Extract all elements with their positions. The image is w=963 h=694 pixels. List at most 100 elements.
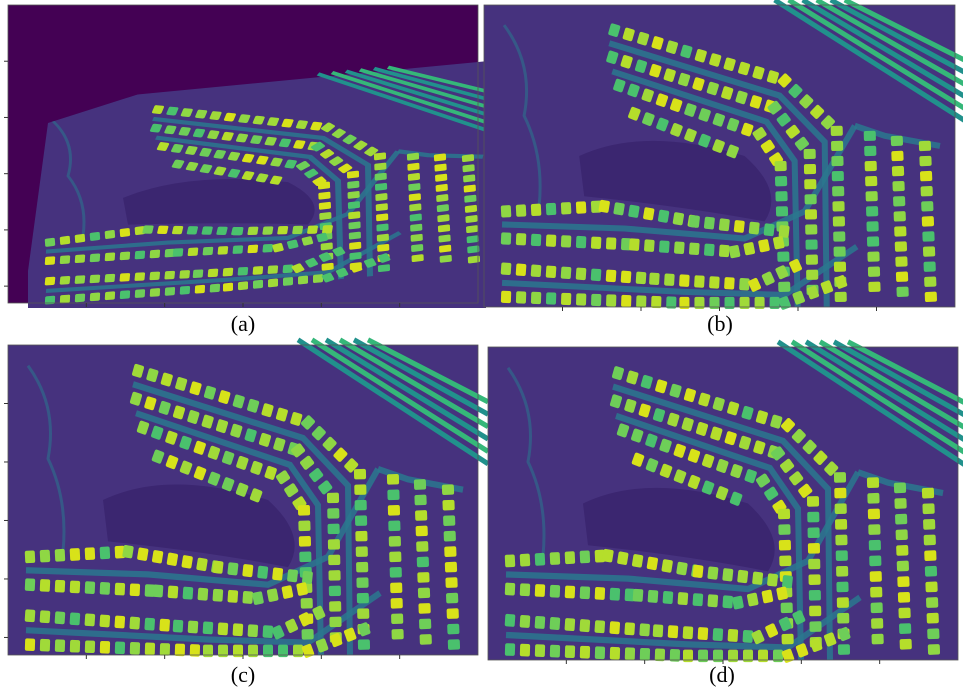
- house: [809, 606, 821, 617]
- house: [348, 191, 360, 199]
- house: [153, 584, 164, 597]
- house: [70, 612, 81, 625]
- house: [692, 565, 703, 579]
- house: [871, 634, 883, 645]
- house: [565, 645, 575, 658]
- house: [591, 294, 601, 306]
- house: [253, 266, 264, 275]
- house: [414, 495, 426, 506]
- house: [90, 232, 101, 241]
- house: [648, 590, 659, 603]
- house: [777, 251, 789, 261]
- house: [808, 527, 820, 538]
- house: [356, 546, 368, 557]
- house: [417, 572, 429, 583]
- image-panel: [4, 5, 508, 362]
- house: [328, 555, 340, 566]
- house: [354, 469, 366, 480]
- house: [775, 191, 787, 201]
- house: [728, 629, 739, 642]
- house: [782, 575, 793, 589]
- house: [752, 571, 763, 585]
- house: [85, 547, 96, 560]
- house: [376, 223, 388, 231]
- house: [446, 593, 458, 604]
- house: [659, 240, 670, 253]
- house: [144, 618, 155, 631]
- house: [238, 281, 248, 290]
- house: [157, 226, 169, 234]
- house: [411, 244, 423, 252]
- house: [864, 146, 876, 156]
- house: [389, 551, 401, 562]
- image-content: [488, 342, 963, 664]
- house: [919, 156, 931, 167]
- house: [896, 287, 908, 298]
- house: [925, 566, 937, 577]
- house: [208, 269, 219, 278]
- house: [677, 592, 688, 605]
- house: [546, 292, 556, 304]
- house: [897, 561, 909, 572]
- house: [546, 265, 557, 278]
- house: [580, 550, 591, 563]
- house: [232, 245, 243, 254]
- house: [580, 586, 591, 599]
- house: [349, 242, 361, 250]
- house: [606, 294, 616, 306]
- house: [576, 201, 587, 214]
- house: [591, 237, 602, 250]
- house: [391, 598, 403, 609]
- house: [348, 201, 360, 209]
- house: [893, 196, 905, 207]
- house: [550, 617, 561, 630]
- house: [664, 273, 675, 286]
- house: [719, 245, 730, 258]
- house: [922, 231, 934, 242]
- house: [287, 569, 298, 582]
- house: [694, 275, 705, 288]
- house: [135, 289, 145, 298]
- house: [390, 567, 402, 578]
- house: [319, 202, 331, 210]
- house: [376, 213, 388, 221]
- house: [233, 623, 244, 636]
- house: [119, 273, 130, 282]
- house: [924, 535, 936, 546]
- house: [130, 642, 140, 655]
- house: [922, 503, 934, 514]
- house: [808, 559, 820, 570]
- house: [576, 267, 587, 280]
- house: [257, 566, 268, 579]
- house: [927, 628, 939, 639]
- house: [805, 239, 817, 249]
- house: [636, 295, 646, 307]
- house: [355, 500, 367, 511]
- house: [268, 265, 279, 274]
- house: [348, 221, 360, 229]
- house: [737, 570, 748, 584]
- house: [105, 252, 116, 261]
- house: [613, 202, 625, 216]
- house: [247, 245, 258, 254]
- house: [866, 221, 878, 231]
- house: [227, 562, 238, 575]
- house: [173, 248, 184, 257]
- house: [550, 585, 561, 598]
- house: [871, 618, 883, 629]
- house: [895, 256, 907, 267]
- house: [389, 536, 401, 547]
- house: [598, 200, 610, 214]
- house: [301, 598, 313, 609]
- house: [505, 583, 516, 596]
- house: [922, 488, 934, 499]
- house: [354, 484, 366, 495]
- house: [410, 224, 422, 232]
- house: [407, 163, 419, 171]
- house: [867, 477, 879, 488]
- house: [418, 603, 430, 614]
- house: [837, 597, 849, 608]
- house: [40, 610, 51, 623]
- house: [377, 234, 389, 242]
- house: [120, 251, 131, 260]
